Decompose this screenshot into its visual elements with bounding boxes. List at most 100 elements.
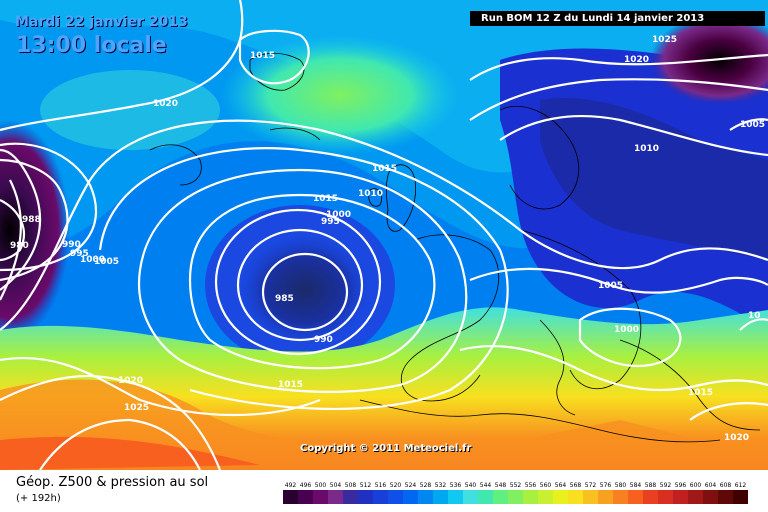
isobar-label: 1020: [153, 99, 178, 109]
legend-swatch: [388, 490, 403, 504]
legend-value: 500: [315, 482, 327, 489]
isobar-1010-ne: [499, 114, 768, 157]
isobar-label: 1025: [124, 403, 149, 413]
footer-bar: Géop. Z500 & pression au sol (+ 192h) 49…: [0, 470, 768, 512]
legend-swatch: [463, 490, 478, 504]
legend-value: 564: [555, 482, 567, 489]
isobar-label: 1020: [624, 55, 649, 65]
legend-swatch: [433, 490, 448, 504]
coastlines: [149, 52, 761, 443]
legend-swatch: [718, 490, 733, 504]
legend-swatch: [628, 490, 643, 504]
legend-value: 512: [360, 482, 372, 489]
legend-value: 540: [465, 482, 477, 489]
uk-coast: [385, 164, 417, 232]
legend-value: 560: [540, 482, 552, 489]
isobar-1015: [0, 119, 768, 331]
isobar-label: 988: [22, 215, 41, 225]
legend-value: 612: [735, 482, 747, 489]
west-low: [0, 120, 70, 340]
legend-value: 572: [585, 482, 597, 489]
legend-value: 600: [690, 482, 702, 489]
legend-swatch: [508, 490, 523, 504]
isobar-label: 1025: [652, 35, 677, 45]
legend-swatch: [358, 490, 373, 504]
isobar-w5: [0, 199, 25, 262]
legend-value: 604: [705, 482, 717, 489]
legend-swatch: [688, 490, 703, 504]
isobar-label: 985: [275, 294, 294, 304]
legend-swatch: [313, 490, 328, 504]
legend-swatch: [643, 490, 658, 504]
isobar-w1: [0, 179, 22, 301]
isobar-1015-se: [459, 344, 768, 392]
legend-value: 492: [285, 482, 297, 489]
ireland-coast: [368, 188, 383, 207]
legend-swatch: [658, 490, 673, 504]
greenland-tip-coast: [149, 144, 202, 186]
isobar-label: 1005: [598, 281, 623, 291]
isobar-995: [214, 208, 382, 356]
legend-value: 596: [675, 482, 687, 489]
isobar-label: 980: [10, 241, 29, 251]
legend-swatch: [328, 490, 343, 504]
run-info: Run BOM 12 Z du Lundi 14 janvier 2013: [481, 13, 705, 24]
legend-swatch: [298, 490, 313, 504]
map-canvas: 1015 1020 1015 1025 1020 1005 1010 1015 …: [0, 0, 768, 470]
legend-value: 552: [510, 482, 522, 489]
ridge-north: [220, 35, 460, 155]
legend-swatch: [403, 490, 418, 504]
isobar-label: 1020: [724, 433, 749, 443]
isobar-985: [261, 252, 349, 332]
legend-swatch: [733, 490, 748, 504]
forecast-date: Mardi 22 janvier 2013: [15, 14, 188, 30]
isobar-label: 1010: [634, 144, 659, 154]
iceland-coast: [249, 52, 305, 91]
legend-value: 528: [420, 482, 432, 489]
legend-value: 516: [375, 482, 387, 489]
isobar-w2: [0, 148, 42, 291]
legend-swatch: [598, 490, 613, 504]
legend-value: 568: [570, 482, 582, 489]
isobar-label: 1000: [326, 210, 351, 220]
isobar-1000-e: [578, 307, 682, 368]
isobar-w4: [0, 142, 98, 272]
legend-value: 556: [525, 482, 537, 489]
isobar-1000: [188, 193, 436, 370]
balkans-coast: [619, 339, 761, 431]
legend-swatch: [673, 490, 688, 504]
legend-value: 508: [345, 482, 357, 489]
legend-swatch: [373, 490, 388, 504]
north-africa-coast: [359, 399, 721, 443]
legend-swatch: [583, 490, 598, 504]
isobar-label: 1000: [614, 325, 639, 335]
isobar-label: 990: [62, 240, 81, 250]
legend-value: 592: [660, 482, 672, 489]
legend-swatch: [478, 490, 493, 504]
isobar-1005-e: [469, 267, 768, 294]
east-trough-core: [540, 98, 768, 260]
legend-swatch: [703, 490, 718, 504]
isobar-1025: [39, 418, 201, 470]
legend-swatch: [493, 490, 508, 504]
legend-value: 584: [630, 482, 642, 489]
isobar-label: 1015: [372, 164, 397, 174]
isobar-990: [236, 228, 364, 342]
isobar-labels: 1015 1020 1015 1025 1020 1005 1010 1015 …: [10, 35, 765, 443]
legend-swatch: [523, 490, 538, 504]
isobar-label: 1015: [278, 380, 303, 390]
ridge-west: [40, 70, 220, 150]
legend-swatch: [538, 490, 553, 504]
italy-coast: [539, 319, 576, 416]
legend-value: 496: [300, 482, 312, 489]
isobar-label: 995: [321, 217, 340, 227]
isobar-e-edge: [739, 318, 768, 331]
isobar-1020-se: [689, 402, 768, 421]
legend-value: 504: [330, 482, 342, 489]
legend-value: 532: [435, 482, 447, 489]
isobars: [0, 0, 768, 470]
isobar-1015-s: [0, 356, 321, 417]
lead-time: (+ 192h): [16, 493, 61, 504]
copyright: Copyright © 2011 Meteociel.fr: [300, 443, 472, 454]
legend-value: 536: [450, 482, 462, 489]
